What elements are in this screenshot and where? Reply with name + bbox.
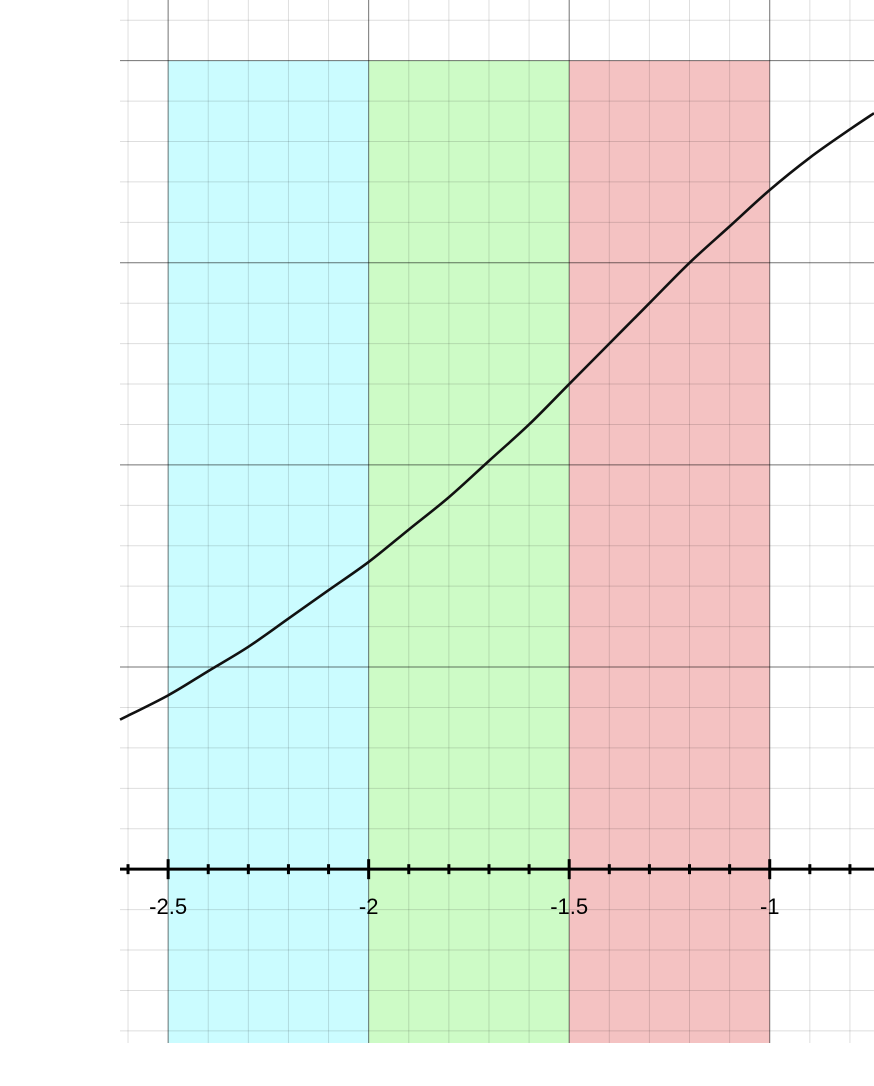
series-line-1	[119, 112, 874, 721]
x-tick-labels: -2.5 -2 -1.5 -1	[149, 894, 779, 919]
x-axis	[120, 859, 874, 880]
curve-layer	[119, 112, 874, 721]
x-tick-label: -2	[359, 894, 379, 919]
shaded-region-1	[168, 60, 369, 1044]
shaded-region-3	[569, 60, 770, 1044]
x-tick-label: -2.5	[149, 894, 187, 919]
x-tick-label: -1.5	[550, 894, 588, 919]
shaded-region-2	[368, 60, 570, 1044]
x-tick-label: -1	[760, 894, 780, 919]
shaded-regions	[168, 60, 770, 1044]
